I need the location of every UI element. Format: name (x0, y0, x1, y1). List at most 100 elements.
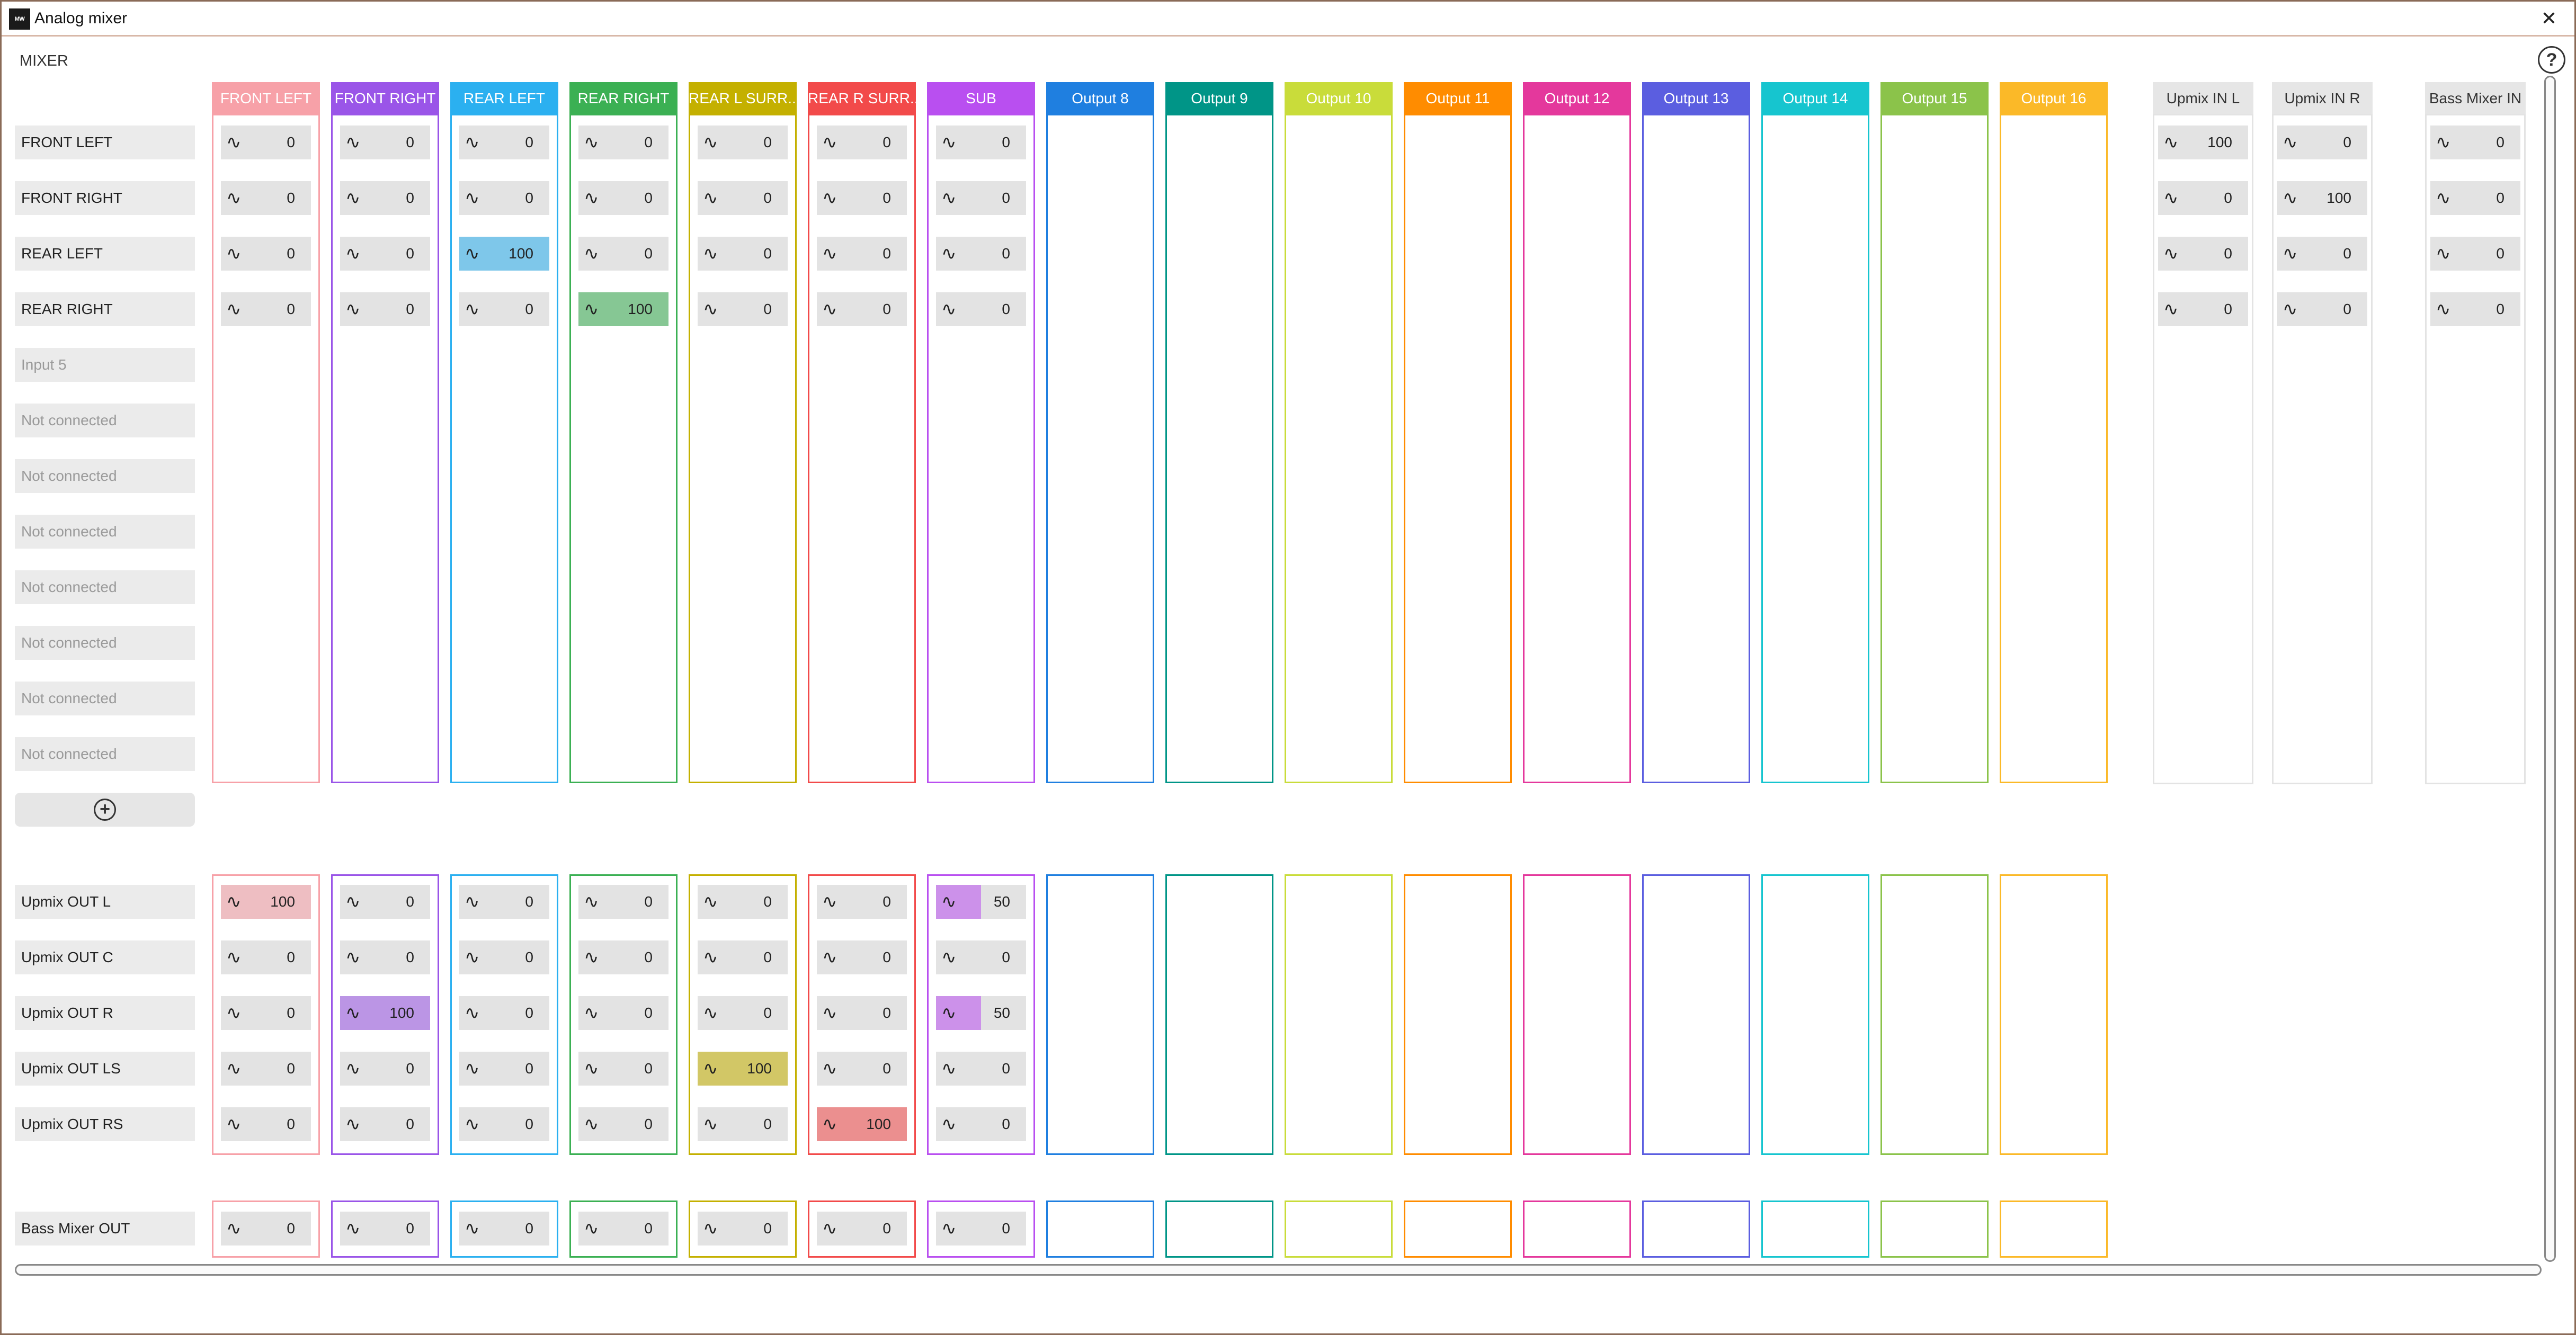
column-header[interactable]: Output 11 (1404, 82, 1512, 115)
gain-cell[interactable]: ∿ 0 (459, 885, 549, 919)
gain-cell[interactable]: ∿ 0 (817, 996, 907, 1030)
gain-cell[interactable]: ∿ 0 (578, 181, 668, 215)
input-row-label[interactable]: REAR RIGHT (15, 292, 195, 326)
gain-cell[interactable]: ∿ 0 (936, 237, 1026, 271)
gain-cell[interactable]: ∿ 0 (2277, 126, 2367, 159)
gain-cell[interactable]: ∿ 0 (221, 1107, 311, 1141)
gain-cell[interactable]: ∿ 0 (698, 292, 788, 326)
column-header[interactable]: REAR RIGHT (569, 82, 678, 115)
gain-cell[interactable]: ∿ 0 (817, 885, 907, 919)
gain-cell[interactable]: ∿ 0 (459, 996, 549, 1030)
gain-cell[interactable]: ∿ 0 (817, 126, 907, 159)
column-header[interactable]: Output 15 (1880, 82, 1989, 115)
gain-cell[interactable]: ∿ 50 (936, 885, 1026, 919)
gain-cell[interactable]: ∿ 0 (340, 885, 430, 919)
gain-cell[interactable]: ∿ 0 (2430, 292, 2520, 326)
column-header[interactable]: FRONT RIGHT (331, 82, 439, 115)
column-header[interactable]: Output 9 (1165, 82, 1273, 115)
column-header[interactable]: Output 8 (1046, 82, 1154, 115)
horizontal-scrollbar[interactable] (15, 1264, 2542, 1276)
gain-cell[interactable]: ∿ 100 (817, 1107, 907, 1141)
gain-cell[interactable]: ∿ 0 (340, 1052, 430, 1086)
gain-cell[interactable]: ∿ 100 (221, 885, 311, 919)
gain-cell[interactable]: ∿ 0 (221, 996, 311, 1030)
column-header[interactable]: SUB (927, 82, 1035, 115)
column-header[interactable]: Bass Mixer IN (2425, 82, 2526, 115)
column-header[interactable]: Output 12 (1523, 82, 1631, 115)
close-button[interactable]: ✕ (2541, 7, 2557, 29)
gain-cell[interactable]: ∿ 100 (698, 1052, 788, 1086)
gain-cell[interactable]: ∿ 0 (340, 292, 430, 326)
help-icon[interactable]: ? (2538, 46, 2565, 74)
column-header[interactable]: REAR L SURR... (689, 82, 797, 115)
column-header[interactable]: REAR R SURR... (808, 82, 916, 115)
gain-cell[interactable]: ∿ 100 (340, 996, 430, 1030)
input-row-label[interactable]: Input 5 (15, 348, 195, 382)
gain-cell[interactable]: ∿ 0 (936, 1052, 1026, 1086)
gain-cell[interactable]: ∿ 0 (936, 292, 1026, 326)
column-header[interactable]: FRONT LEFT (212, 82, 320, 115)
input-row-label[interactable]: Not connected (15, 570, 195, 604)
gain-cell[interactable]: ∿ 100 (2277, 181, 2367, 215)
gain-cell[interactable]: ∿ 0 (2158, 181, 2248, 215)
input-row-label[interactable]: Not connected (15, 737, 195, 771)
gain-cell[interactable]: ∿ 0 (578, 1052, 668, 1086)
gain-cell[interactable]: ∿ 0 (2430, 126, 2520, 159)
gain-cell[interactable]: ∿ 0 (698, 996, 788, 1030)
gain-cell[interactable]: ∿ 0 (340, 181, 430, 215)
column-header[interactable]: Output 16 (2000, 82, 2108, 115)
gain-cell[interactable]: ∿ 0 (817, 940, 907, 974)
gain-cell[interactable]: ∿ 0 (459, 126, 549, 159)
gain-cell[interactable]: ∿ 0 (936, 1212, 1026, 1246)
gain-cell[interactable]: ∿ 0 (340, 1107, 430, 1141)
gain-cell[interactable]: ∿ 0 (2430, 237, 2520, 271)
gain-cell[interactable]: ∿ 0 (2277, 292, 2367, 326)
gain-cell[interactable]: ∿ 0 (698, 181, 788, 215)
gain-cell[interactable]: ∿ 100 (578, 292, 668, 326)
gain-cell[interactable]: ∿ 0 (578, 126, 668, 159)
gain-cell[interactable]: ∿ 100 (2158, 126, 2248, 159)
input-row-label[interactable]: Not connected (15, 459, 195, 493)
gain-cell[interactable]: ∿ 0 (340, 126, 430, 159)
gain-cell[interactable]: ∿ 0 (2430, 181, 2520, 215)
gain-cell[interactable]: ∿ 0 (578, 940, 668, 974)
gain-cell[interactable]: ∿ 0 (459, 940, 549, 974)
input-row-label[interactable]: FRONT RIGHT (15, 181, 195, 215)
gain-cell[interactable]: ∿ 100 (459, 237, 549, 271)
gain-cell[interactable]: ∿ 0 (221, 1212, 311, 1246)
gain-cell[interactable]: ∿ 0 (459, 181, 549, 215)
gain-cell[interactable]: ∿ 0 (459, 1212, 549, 1246)
gain-cell[interactable]: ∿ 0 (578, 1107, 668, 1141)
gain-cell[interactable]: ∿ 0 (817, 1052, 907, 1086)
add-input-button[interactable]: + (15, 793, 195, 827)
gain-cell[interactable]: ∿ 0 (817, 1212, 907, 1246)
gain-cell[interactable]: ∿ 0 (698, 885, 788, 919)
gain-cell[interactable]: ∿ 0 (817, 181, 907, 215)
gain-cell[interactable]: ∿ 0 (2158, 292, 2248, 326)
gain-cell[interactable]: ∿ 0 (698, 126, 788, 159)
gain-cell[interactable]: ∿ 0 (936, 1107, 1026, 1141)
gain-cell[interactable]: ∿ 0 (221, 1052, 311, 1086)
gain-cell[interactable]: ∿ 50 (936, 996, 1026, 1030)
input-row-label[interactable]: Not connected (15, 404, 195, 437)
gain-cell[interactable]: ∿ 0 (459, 1107, 549, 1141)
gain-cell[interactable]: ∿ 0 (340, 237, 430, 271)
gain-cell[interactable]: ∿ 0 (578, 996, 668, 1030)
gain-cell[interactable]: ∿ 0 (578, 237, 668, 271)
gain-cell[interactable]: ∿ 0 (698, 940, 788, 974)
gain-cell[interactable]: ∿ 0 (340, 1212, 430, 1246)
gain-cell[interactable]: ∿ 0 (459, 1052, 549, 1086)
gain-cell[interactable]: ∿ 0 (698, 1107, 788, 1141)
column-header[interactable]: Output 10 (1285, 82, 1393, 115)
vertical-scrollbar[interactable] (2544, 76, 2556, 1262)
gain-cell[interactable]: ∿ 0 (221, 237, 311, 271)
gain-cell[interactable]: ∿ 0 (817, 237, 907, 271)
column-header[interactable]: Output 13 (1642, 82, 1750, 115)
input-row-label[interactable]: REAR LEFT (15, 237, 195, 271)
gain-cell[interactable]: ∿ 0 (221, 181, 311, 215)
gain-cell[interactable]: ∿ 0 (578, 885, 668, 919)
column-header[interactable]: Output 14 (1761, 82, 1869, 115)
gain-cell[interactable]: ∿ 0 (936, 126, 1026, 159)
gain-cell[interactable]: ∿ 0 (221, 292, 311, 326)
gain-cell[interactable]: ∿ 0 (221, 126, 311, 159)
